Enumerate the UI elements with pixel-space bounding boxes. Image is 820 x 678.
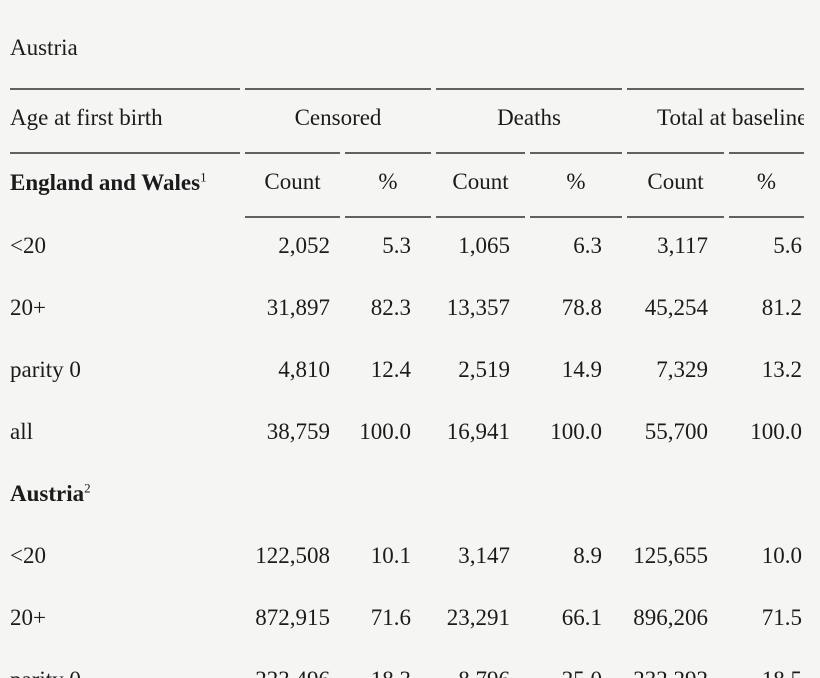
section-title-england-and-wales: England and Wales1 (10, 152, 240, 218)
section-title-row: Austria2 (10, 466, 804, 528)
cell-deaths-pct: 14.9 (561, 356, 602, 382)
row-label: parity 0 (10, 652, 240, 678)
cell-deaths-pct: 6.3 (573, 232, 602, 258)
cell-censored-pct: 10.1 (370, 542, 411, 568)
cell-censored-pct: 18.3 (345, 652, 431, 678)
cell-deaths-count: 1,065 (458, 232, 510, 258)
cell-censored-count: 4,810 (278, 356, 330, 382)
censored-pct-header: % (345, 152, 431, 218)
cell-censored-count: 122,508 (255, 542, 330, 568)
cell-censored-pct: 12.4 (370, 356, 411, 382)
cell-deaths-count: 16,941 (446, 418, 510, 444)
table-row: <20 2,052 5.3 1,065 6.3 3,117 5.6 (10, 218, 804, 280)
row-label: parity 0 (10, 356, 81, 382)
cell-total-count: 896,206 (633, 604, 708, 630)
row-dimension-header: Age at first birth (10, 88, 240, 152)
column-group-censored: Censored (245, 88, 431, 152)
total-pct-header: % (729, 152, 805, 218)
section-title-austria: Austria2 (10, 466, 240, 528)
cell-total-count: 45,254 (644, 294, 708, 320)
table-row: <20 122,508 10.1 3,147 8.9 125,655 10.0 (10, 528, 804, 590)
cell-deaths-pct: 66.1 (561, 604, 602, 630)
censored-count-header: Count (245, 152, 340, 218)
cell-total-pct: 100.0 (750, 418, 803, 444)
table-row: parity 0 223,496 18.3 8,796 25.0 232,292… (10, 652, 804, 678)
row-label: <20 (10, 232, 46, 258)
table-row: all 38,759 100.0 16,941 100.0 55,700 100… (10, 404, 804, 466)
group-header-row: Age at first birth Censored Deaths Total… (10, 88, 805, 152)
row-label: all (10, 418, 33, 444)
table-row: parity 0 4,810 12.4 2,519 14.9 7,329 13.… (10, 342, 804, 404)
footnote-marker: 2 (84, 479, 91, 495)
row-label: 20+ (10, 604, 46, 630)
cell-deaths-pct: 78.8 (561, 294, 602, 320)
column-group-total-at-baseline: Total at baseline (627, 88, 805, 152)
cell-deaths-count: 8,796 (436, 652, 525, 678)
cell-censored-count: 2,052 (278, 232, 330, 258)
table-row: 20+ 31,897 82.3 13,357 78.8 45,254 81.2 (10, 280, 804, 342)
empty-cell (245, 466, 804, 528)
cell-total-pct: 10.0 (761, 542, 803, 568)
column-group-deaths: Deaths (436, 88, 622, 152)
cell-censored-pct: 5.3 (382, 232, 411, 258)
deaths-pct-header: % (530, 152, 622, 218)
table-caption: Austria (10, 35, 78, 60)
cell-total-pct: 13.2 (761, 356, 803, 382)
cell-total-count: 7,329 (656, 356, 708, 382)
cell-total-count: 125,655 (633, 542, 708, 568)
cell-deaths-pct: 100.0 (550, 418, 602, 444)
cell-total-pct: 71.5 (761, 604, 803, 630)
cell-deaths-count: 13,357 (446, 294, 510, 320)
cell-total-pct: 5.6 (773, 232, 803, 258)
footnote-marker: 1 (200, 168, 207, 184)
cell-deaths-pct: 25.0 (530, 652, 622, 678)
age-at-first-birth-table: Age at first birth Censored Deaths Total… (5, 88, 809, 678)
deaths-count-header: Count (436, 152, 525, 218)
row-label: <20 (10, 542, 46, 568)
cell-total-pct: 18.5 (729, 652, 804, 678)
section-title-text: England and Wales (10, 169, 201, 195)
table-row: 20+ 872,915 71.6 23,291 66.1 896,206 71.… (10, 590, 804, 652)
cell-total-count: 55,700 (644, 418, 708, 444)
cell-deaths-pct: 8.9 (573, 542, 602, 568)
section-title-text: Austria (10, 480, 85, 506)
row-label: 20+ (10, 294, 46, 320)
cell-censored-count: 223,496 (245, 652, 340, 678)
cell-deaths-count: 3,147 (458, 542, 510, 568)
cell-deaths-count: 23,291 (446, 604, 510, 630)
cell-total-count: 3,117 (657, 232, 708, 258)
cell-censored-pct: 71.6 (370, 604, 411, 630)
sub-header-row: England and Wales1 Count % Count % Count… (10, 152, 805, 218)
total-count-header: Count (627, 152, 724, 218)
cell-censored-count: 31,897 (266, 294, 330, 320)
cell-censored-count: 38,759 (266, 418, 330, 444)
cell-deaths-count: 2,519 (458, 356, 510, 382)
cell-censored-pct: 82.3 (370, 294, 411, 320)
cell-total-count: 232,292 (627, 652, 724, 678)
cell-censored-pct: 100.0 (359, 418, 411, 444)
cell-total-pct: 81.2 (761, 294, 803, 320)
cell-censored-count: 872,915 (255, 604, 330, 630)
